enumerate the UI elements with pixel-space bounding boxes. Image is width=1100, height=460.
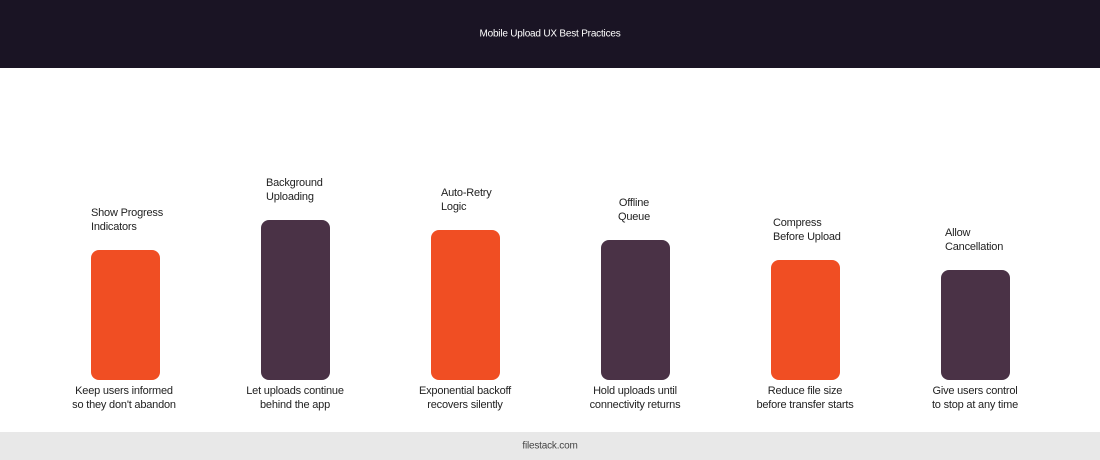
item-title: Compress	[773, 217, 822, 229]
item-title: Indicators	[91, 221, 137, 233]
item-description: so they don't abandon	[72, 399, 176, 411]
item-title: Show Progress	[91, 207, 164, 219]
item-title: Logic	[441, 201, 467, 213]
pillar	[431, 230, 500, 380]
item-description: Give users control	[932, 385, 1017, 397]
item-title: Before Upload	[773, 231, 841, 243]
item-description: to stop at any time	[932, 399, 1018, 411]
item-description: connectivity returns	[590, 399, 681, 411]
item-title: Background	[266, 177, 323, 189]
item-title: Auto-Retry	[441, 187, 492, 199]
item-title: Allow	[945, 227, 971, 239]
footer-bar	[0, 432, 1100, 460]
item-description: recovers silently	[427, 399, 503, 411]
item-description: Let uploads continue	[246, 385, 344, 397]
pillar	[261, 220, 330, 380]
item-title: Cancellation	[945, 241, 1003, 253]
pillar	[601, 240, 670, 380]
item-description: Hold uploads until	[593, 385, 677, 397]
item-title: Uploading	[266, 191, 314, 203]
item-title: Queue	[618, 211, 650, 223]
pillar	[941, 270, 1010, 380]
item-title: Offline	[619, 197, 649, 209]
item-description: Reduce file size	[768, 385, 843, 397]
header-bar	[0, 0, 1100, 68]
pillar	[91, 250, 160, 380]
pillar	[771, 260, 840, 380]
item-description: before transfer starts	[756, 399, 854, 411]
item-description: Exponential backoff	[419, 385, 512, 397]
item-description: Keep users informed	[75, 385, 173, 397]
item-description: behind the app	[260, 399, 330, 411]
header-title: Mobile Upload UX Best Practices	[479, 29, 620, 40]
footer-text: filestack.com	[522, 441, 577, 452]
